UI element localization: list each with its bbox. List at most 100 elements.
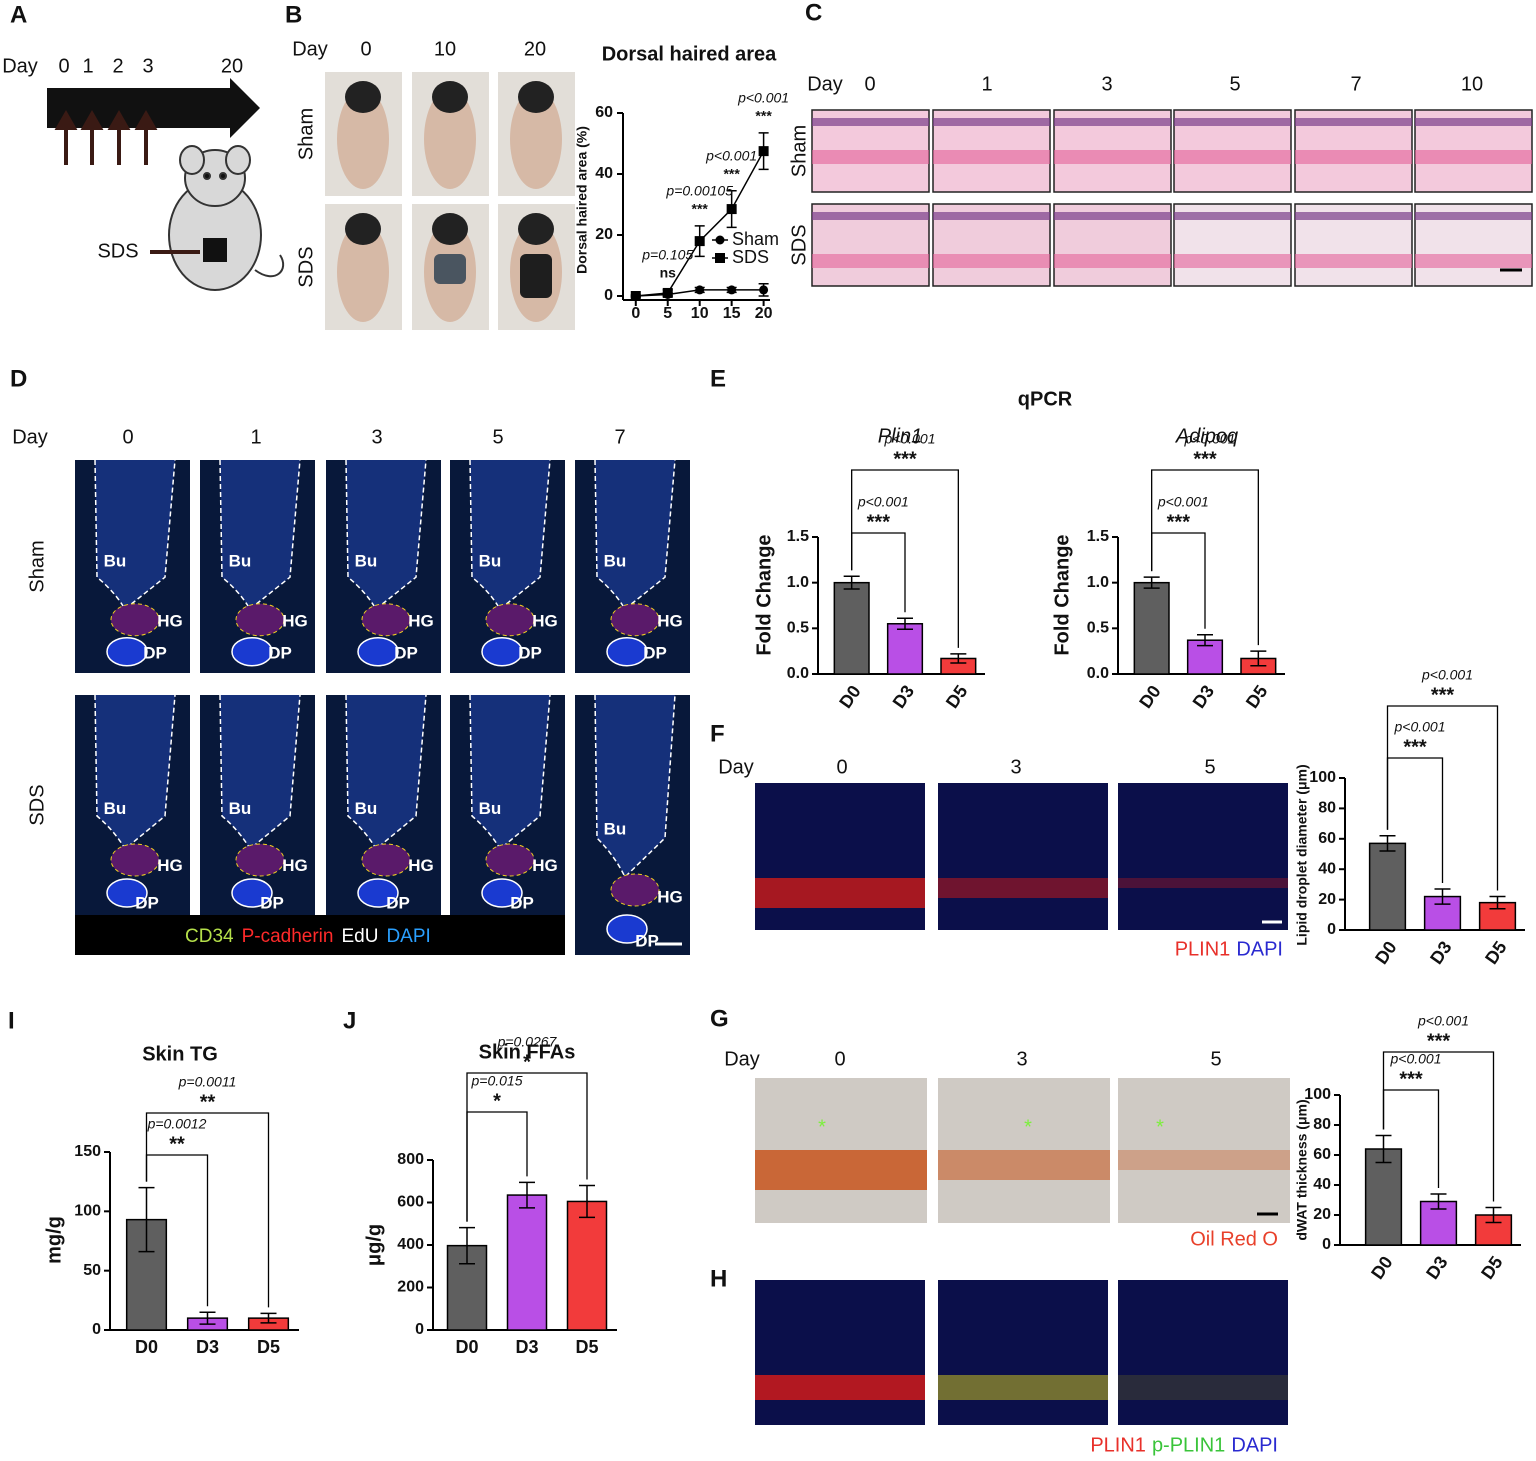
- day-number: 1: [981, 73, 992, 95]
- dermal-papilla: [481, 878, 523, 908]
- stain-label: p-PLIN1: [1152, 1434, 1225, 1456]
- y-axis-label: dWAT thickness (μm): [1294, 1099, 1310, 1240]
- error-bar: [519, 1181, 535, 1209]
- dermis-band: [1415, 254, 1532, 268]
- day-number: 20: [221, 55, 243, 77]
- chart-title: Plin1: [878, 425, 922, 447]
- structure-label: DP: [143, 643, 167, 662]
- comparison-bracket: [1151, 469, 1259, 646]
- row-label: Sham: [295, 108, 317, 160]
- x-tick-label: D3: [1422, 1253, 1452, 1283]
- structure-label: Bu: [479, 552, 502, 571]
- y-tick-label: 100: [74, 1203, 101, 1220]
- stain-label: EdU: [341, 926, 378, 947]
- error-bar: [950, 653, 967, 664]
- stain-label: PLIN1: [1175, 938, 1231, 960]
- error-bar: [1197, 633, 1213, 647]
- panel-letter: J: [343, 1007, 356, 1034]
- x-tick-label: 5: [663, 305, 672, 322]
- row-label: SDS: [295, 246, 317, 287]
- structure-label: DP: [386, 893, 410, 912]
- y-tick-label: 20: [1318, 891, 1336, 908]
- day-number: 20: [524, 38, 546, 60]
- structure-label: DP: [643, 643, 667, 662]
- hair-germ: [235, 603, 285, 637]
- row-label: SDS: [26, 784, 48, 825]
- p-value: p=0.0267: [497, 1034, 558, 1050]
- mouse-head: [345, 81, 381, 113]
- structure-label: Bu: [229, 799, 252, 818]
- lipid-layer: [1118, 1150, 1290, 1170]
- day-label: Day: [718, 756, 754, 778]
- day-number: 3: [1010, 756, 1021, 778]
- y-axis-label: Dorsal haired area (%): [574, 126, 590, 274]
- stain-label: P-cadherin: [242, 926, 334, 947]
- day-number: 5: [492, 426, 503, 448]
- structure-label: HG: [408, 611, 434, 630]
- structure-label: HG: [657, 887, 683, 906]
- fluorescence-image: [938, 1280, 1108, 1425]
- p-value: p<0.001: [705, 147, 757, 163]
- epidermis: [1054, 212, 1171, 220]
- series-line: [635, 150, 765, 297]
- lipid-layer: [938, 1150, 1110, 1180]
- day-number: 10: [1461, 73, 1483, 95]
- dermal-papilla: [481, 636, 523, 667]
- day-number: 3: [1101, 73, 1112, 95]
- p-value: p=0.105: [641, 247, 693, 263]
- structure-label: DP: [635, 931, 659, 950]
- epidermis: [1174, 212, 1291, 220]
- x-tick-label: 0: [631, 305, 640, 322]
- y-tick-label: 600: [397, 1194, 424, 1211]
- bar: [1368, 842, 1407, 931]
- x-tick-label: D0: [1367, 1253, 1397, 1283]
- x-tick-label: D5: [1242, 682, 1272, 712]
- y-tick-label: 100: [1304, 1086, 1331, 1103]
- significance: ***: [1167, 511, 1191, 533]
- timeline-arrow: [47, 88, 232, 128]
- dermis-band: [812, 150, 929, 164]
- stain-label: Oil Red O: [1190, 1228, 1278, 1250]
- point: [726, 204, 737, 215]
- day-number: 0: [58, 55, 69, 77]
- day-number: 5: [1210, 1048, 1221, 1070]
- dermal-papilla: [231, 878, 273, 908]
- p-value: p=0.00105: [665, 183, 733, 199]
- image-panels: [75, 72, 1533, 1425]
- day-number: 10: [434, 38, 456, 60]
- panel-letter: H: [710, 1265, 727, 1292]
- error-bar: [1485, 1206, 1502, 1224]
- point: [695, 285, 705, 295]
- panel-letter: D: [10, 365, 27, 392]
- significance: ***: [755, 108, 772, 124]
- p-value: p<0.001: [1417, 1013, 1469, 1029]
- y-tick-label: 60: [1318, 830, 1336, 847]
- structure-label: HG: [282, 856, 308, 875]
- panel-letter: A: [10, 1, 27, 28]
- dermis-band: [1295, 150, 1412, 164]
- y-tick-label: 1.5: [787, 528, 809, 545]
- y-axis-label: Fold Change: [1051, 534, 1073, 655]
- structure-label: HG: [157, 611, 183, 630]
- y-tick-label: 150: [74, 1143, 101, 1160]
- y-axis-label: Fold Change: [753, 534, 775, 655]
- stain-label: DAPI: [1236, 938, 1283, 960]
- haired-area: [520, 254, 552, 298]
- error-bar: [1379, 835, 1396, 852]
- error-bar: [1375, 1134, 1392, 1164]
- structure-label: Bu: [355, 799, 378, 818]
- y-tick-label: 20: [595, 226, 613, 243]
- comparison-bracket: [851, 469, 959, 648]
- day-number: 0: [122, 426, 133, 448]
- stain-label: CD34: [185, 926, 234, 947]
- stain-bar: [75, 915, 565, 955]
- error-bar: [897, 617, 913, 630]
- dermal-papilla: [106, 636, 148, 667]
- structure-label: Bu: [604, 552, 627, 571]
- x-tick-label: D5: [257, 1337, 280, 1357]
- day-number: 0: [834, 1048, 845, 1070]
- error-bar: [260, 1312, 277, 1324]
- y-tick-label: 60: [595, 104, 613, 121]
- y-tick-label: 40: [1318, 860, 1336, 877]
- y-tick-label: 0: [92, 1321, 101, 1338]
